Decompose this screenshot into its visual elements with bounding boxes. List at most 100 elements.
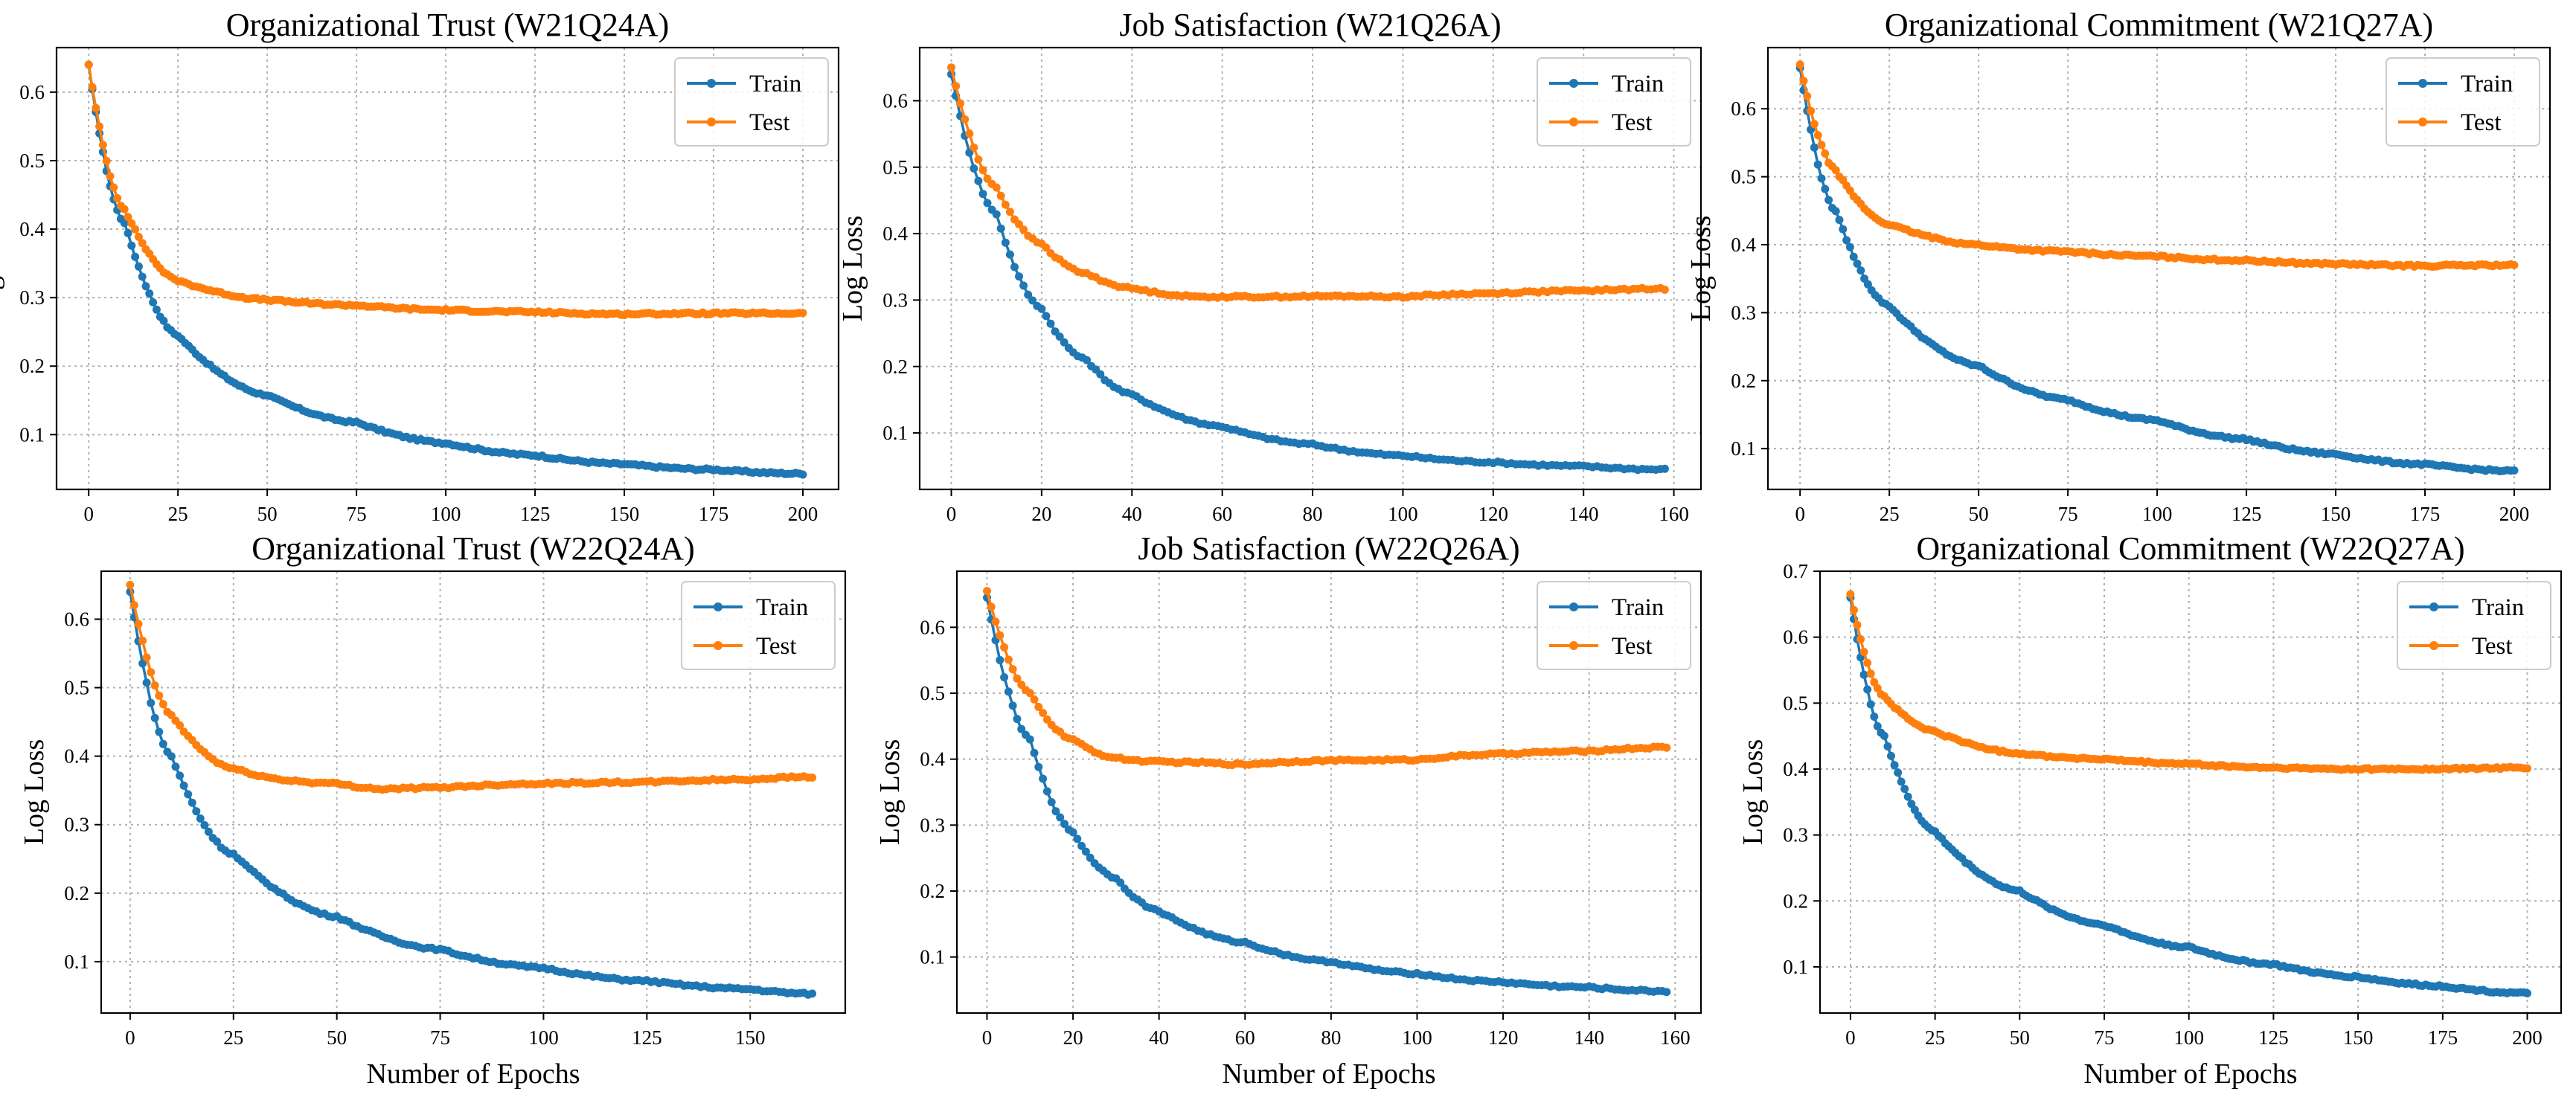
y-tick-label: 0.1 — [64, 951, 89, 973]
legend: Train Test — [674, 57, 829, 147]
x-tick-label: 50 — [2010, 1026, 2030, 1049]
data-point-test — [978, 166, 987, 175]
x-tick-label: 20 — [1063, 1026, 1083, 1049]
data-point-train — [152, 305, 161, 314]
data-point-train — [1055, 332, 1064, 341]
data-point-test — [1039, 709, 1048, 717]
data-point-train — [1116, 878, 1125, 887]
data-point-test — [126, 580, 135, 589]
data-point-test — [1870, 678, 1879, 687]
x-tick-label: 0 — [1845, 1026, 1856, 1049]
data-point-train — [176, 771, 185, 780]
y-tick-label: 0.1 — [1783, 956, 1808, 978]
data-point-train — [149, 298, 158, 306]
legend-label-test: Test — [749, 109, 790, 136]
data-point-train — [1081, 847, 1090, 856]
data-point-test — [983, 587, 991, 596]
x-tick-label: 25 — [1925, 1026, 1945, 1049]
x-tick-label: 100 — [1402, 1026, 1432, 1049]
data-point-test — [113, 193, 122, 202]
data-point-train — [1037, 304, 1046, 313]
legend-marker-train — [2418, 79, 2427, 88]
data-point-test — [992, 183, 1001, 192]
data-point-train — [147, 698, 156, 707]
y-tick-label: 0.2 — [1731, 370, 1756, 392]
chart-title: Job Satisfaction (W22Q26A) — [1138, 530, 1519, 567]
data-point-train — [142, 678, 151, 687]
axes-frame — [55, 46, 840, 491]
chart-panel-2: 0 20 40 60 80 100 120 140 160 0.1 0.2 0.3 0.4 0.5 0.6 J… — [837, 7, 1702, 525]
data-point-train — [1842, 236, 1851, 245]
data-point-train — [1039, 774, 1048, 783]
data-point-test — [150, 681, 159, 690]
data-point-test — [1863, 658, 1872, 667]
data-point-test — [109, 183, 118, 192]
x-tick-label: 25 — [1880, 503, 1900, 525]
y-tick-label: 0.6 — [882, 89, 908, 112]
data-point-test — [124, 213, 132, 222]
y-tick-label: 0.4 — [882, 222, 908, 245]
data-point-train — [120, 219, 129, 228]
x-tick-label: 0 — [1795, 503, 1805, 525]
legend-marker-train — [714, 602, 723, 611]
legend-marker-test — [2429, 641, 2438, 650]
data-point-test — [102, 156, 111, 165]
x-tick-label: 0 — [125, 1026, 135, 1049]
data-point-train — [978, 190, 987, 199]
data-point-train — [145, 289, 154, 298]
data-point-train — [1890, 761, 1899, 770]
data-point-train — [192, 807, 201, 816]
y-tick-label: 0.5 — [64, 677, 89, 699]
data-point-train — [1060, 820, 1068, 829]
y-tick-label: 0.6 — [1783, 626, 1808, 649]
data-point-train — [200, 821, 209, 829]
data-point-train — [1001, 238, 1010, 247]
data-point-test — [134, 233, 143, 241]
y-tick-label: 0.2 — [64, 882, 89, 904]
chart-panel-3: 0 25 50 75 100 125 150 175 200 0.1 0.2 0.3 0.4 0.5 0.6… — [1685, 7, 2551, 525]
data-point-test — [970, 143, 978, 152]
data-point-train — [1894, 768, 1903, 777]
x-axis-label: Number of Epochs — [366, 1058, 580, 1090]
x-tick-label: 40 — [1149, 1026, 1169, 1049]
x-tick-label: 120 — [1488, 1026, 1519, 1049]
x-tick-label: 160 — [1659, 503, 1689, 525]
y-axis-label: Log Loss — [0, 216, 5, 322]
legend-label-train: Train — [2461, 71, 2513, 97]
x-tick-label: 140 — [1569, 503, 1599, 525]
data-point-test — [134, 620, 143, 628]
data-point-train — [1005, 250, 1014, 259]
data-point-test — [129, 601, 138, 610]
chart-title: Job Satisfaction (W21Q26A) — [1119, 7, 1501, 43]
data-point-train — [1096, 370, 1105, 379]
x-tick-label: 0 — [946, 503, 957, 525]
data-point-train — [1010, 263, 1019, 271]
data-point-test — [1795, 60, 1804, 69]
data-point-test — [1817, 141, 1826, 149]
data-point-train — [127, 241, 136, 250]
data-point-test — [2523, 764, 2531, 773]
data-point-test — [1846, 590, 1855, 599]
chart-title: Organizational Commitment (W22Q27A) — [1916, 530, 2464, 567]
data-point-test — [1856, 635, 1865, 643]
chart-panel-1: 0 25 50 75 100 125 150 175 200 0.1 0.2 0.3 0.4 0.5 0.6… — [0, 7, 840, 525]
y-tick-label: 0.3 — [920, 814, 945, 836]
data-point-train — [188, 798, 196, 807]
data-point-test — [1015, 220, 1023, 228]
data-point-train — [1900, 785, 1909, 794]
data-point-train — [1056, 813, 1065, 822]
data-point-test — [1807, 106, 1816, 115]
y-axis-label: Log Loss — [19, 739, 50, 846]
legend: Train Test — [1537, 581, 1691, 670]
legend-marker-test — [707, 118, 716, 126]
data-point-train — [1887, 751, 1895, 760]
x-tick-label: 175 — [2410, 503, 2441, 525]
data-point-train — [798, 470, 807, 479]
data-point-test — [1799, 77, 1808, 86]
legend-marker-test — [1569, 641, 1578, 650]
x-tick-label: 175 — [699, 503, 729, 525]
data-point-test — [155, 691, 164, 700]
data-point-train — [1662, 988, 1671, 997]
data-point-train — [1845, 242, 1854, 251]
